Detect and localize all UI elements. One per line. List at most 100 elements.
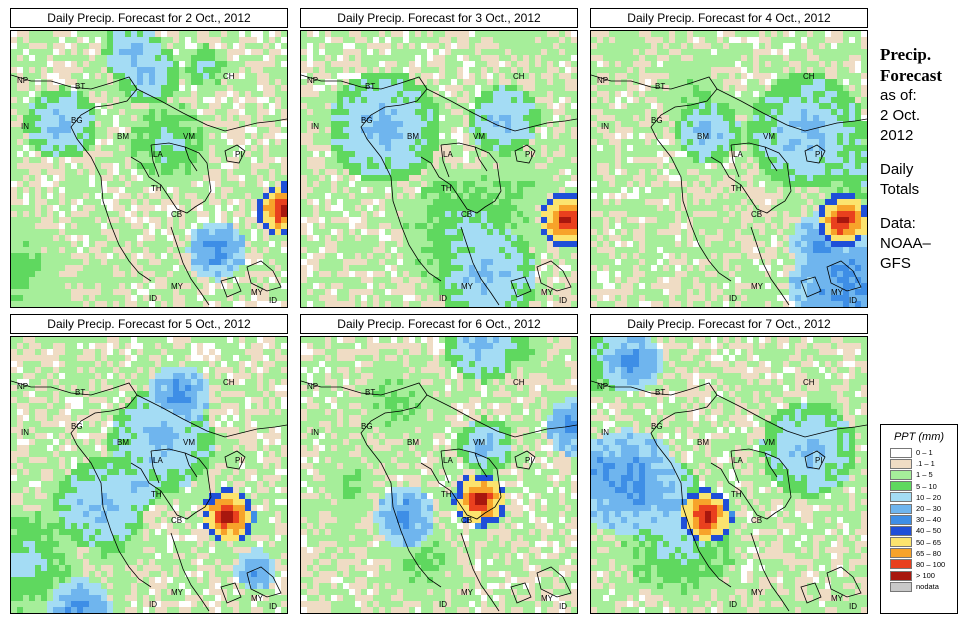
totals-label: Totals xyxy=(880,181,920,198)
country-label: ID xyxy=(849,602,857,611)
asof-label: as of: xyxy=(880,87,917,104)
country-label: PI xyxy=(525,456,533,465)
country-label: BG xyxy=(71,422,83,431)
legend-title: PPT (mm) xyxy=(893,431,945,443)
country-label: MY xyxy=(461,282,474,291)
country-label: BG xyxy=(361,116,373,125)
legend-item: 50 – 65 xyxy=(890,537,957,548)
legend-swatch xyxy=(890,447,912,458)
country-label: MY xyxy=(171,282,184,291)
country-label: MY xyxy=(251,594,264,603)
country-label: CB xyxy=(461,516,472,525)
country-label: PI xyxy=(815,456,823,465)
country-label: ID xyxy=(149,600,157,609)
country-label: LA xyxy=(443,150,453,159)
legend-swatch xyxy=(890,481,912,492)
country-label: MY xyxy=(171,588,184,597)
country-label: CB xyxy=(171,210,182,219)
legend-item: 1 – 5 xyxy=(890,469,957,480)
country-label: LA xyxy=(153,456,163,465)
country-label: NP xyxy=(17,382,28,391)
forecast-map: NP BT CH IN BG BM VM LA PI TH CB MY ID MY ID xyxy=(300,30,578,308)
country-label: BT xyxy=(655,388,665,397)
country-label: MY xyxy=(751,588,764,597)
data-source-name: NOAA– xyxy=(880,235,931,252)
country-label: BM xyxy=(117,438,129,447)
country-label: ID xyxy=(559,602,567,611)
sidebar-description: Precip. Forecast as of: 2 Oct. 2012 Dail… xyxy=(880,44,964,274)
country-label: IN xyxy=(21,428,29,437)
legend-swatch xyxy=(890,537,912,548)
country-label: TH xyxy=(731,184,742,193)
forecast-map: NP BT CH IN BG BM VM LA PI TH CB MY ID MY ID xyxy=(10,336,288,614)
legend-label: 20 – 30 xyxy=(916,504,942,514)
country-label: ID xyxy=(269,602,277,611)
sidebar-heading: Precip. xyxy=(880,45,932,64)
forecast-map: NP BT CH IN BG BM VM LA PI TH CB MY ID MY ID xyxy=(10,30,288,308)
country-label: VM xyxy=(473,438,485,447)
country-label: MY xyxy=(541,288,554,297)
legend-item: 80 – 100 xyxy=(890,559,957,570)
country-label: MY xyxy=(251,288,264,297)
legend-item: nodata xyxy=(890,581,957,592)
legend-label: > 100 xyxy=(916,571,935,581)
country-label: MY xyxy=(461,588,474,597)
country-label: BT xyxy=(75,388,85,397)
country-label: IN xyxy=(601,122,609,131)
data-source-name: GFS xyxy=(880,255,911,272)
country-label: PI xyxy=(815,150,823,159)
country-label: CH xyxy=(223,378,235,387)
country-label: CB xyxy=(751,516,762,525)
country-label: BM xyxy=(407,132,419,141)
country-label: TH xyxy=(441,184,452,193)
country-label: BM xyxy=(117,132,129,141)
country-label: LA xyxy=(443,456,453,465)
legend-label: nodata xyxy=(916,582,939,592)
legend-item: 10 – 20 xyxy=(890,492,957,503)
legend-swatch xyxy=(890,458,912,469)
legend-swatch xyxy=(890,570,912,581)
country-label: CH xyxy=(513,378,525,387)
country-label: VM xyxy=(763,438,775,447)
country-label: ID xyxy=(439,294,447,303)
country-label: BG xyxy=(651,422,663,431)
country-label: VM xyxy=(763,132,775,141)
country-label: CH xyxy=(223,72,235,81)
legend-item: > 100 xyxy=(890,570,957,581)
country-label: VM xyxy=(183,438,195,447)
country-label: VM xyxy=(473,132,485,141)
country-label: CB xyxy=(461,210,472,219)
legend-swatch xyxy=(890,503,912,514)
panel-title: Daily Precip. Forecast for 4 Oct., 2012 xyxy=(590,8,868,28)
country-label: IN xyxy=(311,428,319,437)
precip-field xyxy=(301,31,577,307)
legend-swatch xyxy=(890,492,912,503)
legend-label: 65 – 80 xyxy=(916,548,942,558)
country-label: CH xyxy=(803,72,815,81)
country-label: PI xyxy=(235,150,243,159)
country-label: MY xyxy=(831,594,844,603)
country-label: BG xyxy=(651,116,663,125)
panel-title: Daily Precip. Forecast for 7 Oct., 2012 xyxy=(590,314,868,334)
country-label: MY xyxy=(751,282,764,291)
country-label: IN xyxy=(21,122,29,131)
forecast-map: NP BT CH IN BG BM VM LA PI TH CB MY ID MY ID xyxy=(590,30,868,308)
country-label: ID xyxy=(729,600,737,609)
legend-label: 1 – 5 xyxy=(916,470,933,480)
legend-swatch xyxy=(890,559,912,570)
forecast-date: 2 Oct. xyxy=(880,107,921,124)
legend-label: 50 – 65 xyxy=(916,537,942,547)
legend-label: 80 – 100 xyxy=(916,559,946,569)
totals-label: Daily xyxy=(880,161,914,178)
country-label: MY xyxy=(831,288,844,297)
country-label: MY xyxy=(541,594,554,603)
legend-swatch xyxy=(890,469,912,480)
country-label: LA xyxy=(733,456,743,465)
country-borders xyxy=(11,380,287,612)
country-label: ID xyxy=(559,296,567,305)
country-label: NP xyxy=(307,76,318,85)
forecast-year: 2012 xyxy=(880,127,914,144)
country-label: LA xyxy=(733,150,743,159)
legend-item: 40 – 50 xyxy=(890,525,957,536)
